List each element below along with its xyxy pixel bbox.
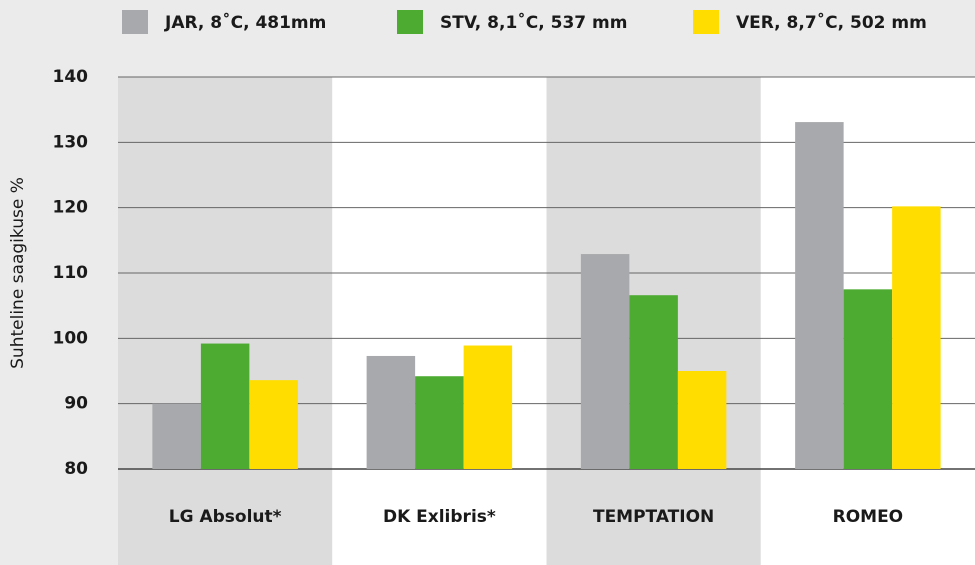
x-tick-label: TEMPTATION (593, 507, 714, 527)
legend-swatch (397, 10, 423, 34)
bar (843, 289, 893, 469)
x-tick-label: DK Exlibris* (383, 507, 496, 527)
bar (249, 380, 298, 469)
x-tick-label: LG Absolut* (169, 507, 282, 527)
bar (795, 122, 844, 469)
bar (580, 254, 630, 469)
y-tick-label: 90 (64, 394, 88, 414)
legend-label: JAR, 8˚C, 481mm (164, 11, 326, 33)
bar (463, 345, 513, 469)
y-tick-label: 140 (53, 67, 89, 87)
y-tick-label: 120 (53, 198, 89, 218)
legend-swatch (693, 10, 719, 34)
y-tick-label: 130 (53, 132, 89, 152)
y-axis-label: Suhteline saagikuse % (8, 177, 28, 369)
legend-swatch (122, 10, 148, 34)
y-tick-label: 110 (53, 263, 89, 283)
bar (629, 295, 678, 469)
bar (415, 376, 464, 469)
bar (152, 403, 201, 469)
y-tick-label: 100 (53, 328, 89, 348)
x-tick-label: ROMEO (833, 507, 904, 527)
legend-label: STV, 8,1˚C, 537 mm (440, 11, 627, 33)
y-tick-label: 80 (64, 459, 88, 479)
bar (892, 206, 941, 470)
bar (200, 343, 250, 469)
column-band (332, 77, 547, 565)
bar (677, 371, 727, 469)
column-band (118, 77, 333, 565)
legend-label: VER, 8,7˚C, 502 mm (736, 11, 927, 33)
bar (366, 355, 416, 469)
